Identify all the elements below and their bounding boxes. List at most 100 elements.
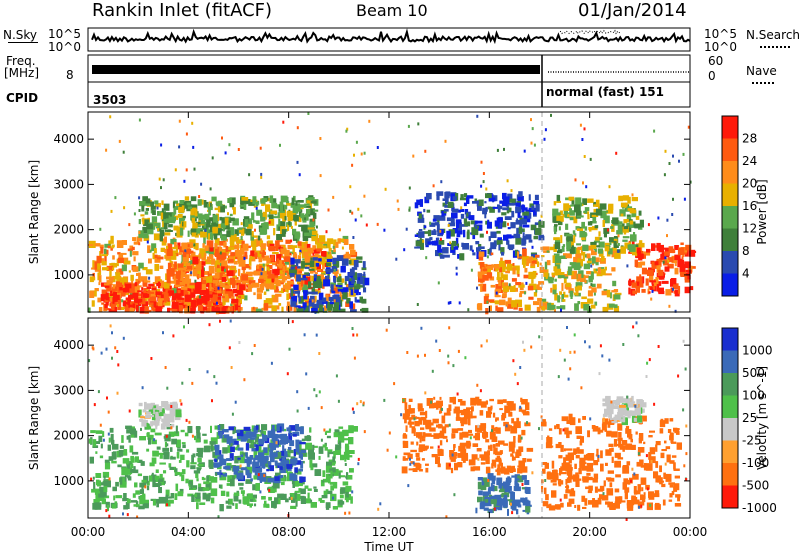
heatmap-speckle: [144, 485, 147, 489]
heatmap-cell: [239, 204, 246, 207]
heatmap-cell: [320, 500, 325, 503]
heatmap-cell: [169, 268, 175, 276]
heatmap-cell: [507, 244, 515, 249]
heatmap-speckle: [582, 181, 584, 185]
heatmap-cell: [130, 463, 134, 469]
heatmap-cell: [271, 429, 276, 435]
heatmap-cell: [112, 284, 117, 289]
heatmap-cell: [560, 472, 567, 475]
heatmap-speckle: [146, 240, 149, 244]
heatmap-cell: [279, 201, 284, 206]
heatmap-cell: [174, 471, 180, 476]
heatmap-cell: [159, 265, 164, 269]
heatmap-cell: [154, 432, 162, 436]
heatmap-cell: [313, 445, 318, 448]
heatmap-speckle: [188, 420, 191, 424]
heatmap-speckle: [319, 174, 322, 178]
heatmap-cell: [238, 295, 242, 299]
heatmap-cell: [288, 496, 292, 501]
heatmap-speckle: [228, 346, 231, 350]
heatmap-cell: [289, 261, 293, 270]
heatmap-cell: [669, 435, 673, 441]
heatmap-cell: [113, 454, 117, 459]
heatmap-cell: [609, 412, 612, 421]
heatmap-cell: [586, 476, 593, 481]
heatmap-cell: [624, 410, 631, 417]
heatmap-cell: [627, 196, 631, 204]
heatmap-cell: [575, 472, 579, 476]
heatmap-cell: [218, 246, 222, 254]
heatmap-cell: [215, 454, 218, 462]
heatmap-cell: [190, 196, 197, 202]
heatmap-cell: [154, 248, 157, 254]
heatmap-cell: [310, 502, 317, 508]
heatmap-cell: [536, 306, 541, 313]
heatmap-speckle: [494, 464, 497, 468]
heatmap-cell: [262, 431, 266, 438]
heatmap-cell: [156, 502, 159, 508]
heatmap-cell: [489, 398, 494, 402]
heatmap-cell: [212, 289, 218, 294]
heatmap-cell: [478, 490, 483, 496]
heatmap-cell: [170, 238, 177, 245]
heatmap-cell: [255, 483, 260, 491]
heatmap-cell: [579, 440, 583, 446]
heatmap-cell: [328, 247, 332, 252]
heatmap-cell: [586, 253, 591, 259]
heatmap-cell: [463, 202, 467, 207]
heatmap-cell: [222, 273, 229, 280]
heatmap-cell: [204, 252, 207, 257]
heatmap-cell: [290, 505, 297, 509]
heatmap-cell: [422, 418, 426, 425]
heatmap-speckle: [296, 409, 299, 413]
heatmap-speckle: [584, 340, 586, 344]
heatmap-cell: [174, 431, 180, 437]
heatmap-speckle: [635, 253, 638, 257]
heatmap-cell: [312, 212, 317, 219]
colorbar-tick-label: 1000: [742, 344, 773, 358]
x-tick-label: 16:00: [472, 525, 507, 539]
heatmap-cell: [276, 305, 280, 310]
heatmap-cell: [602, 398, 607, 402]
heatmap-cell: [213, 463, 219, 468]
heatmap-cell: [304, 266, 310, 269]
heatmap-cell: [612, 217, 619, 225]
heatmap-cell: [327, 271, 330, 278]
heatmap-cell: [522, 232, 525, 239]
heatmap-cell: [339, 299, 343, 307]
heatmap-speckle: [313, 388, 316, 392]
heatmap-cell: [586, 271, 592, 275]
heatmap-cell: [635, 431, 638, 435]
heatmap-cell: [433, 433, 440, 439]
heatmap-cell: [553, 201, 557, 206]
heatmap-cell: [297, 241, 302, 246]
heatmap-cell: [496, 230, 501, 234]
heatmap-speckle: [523, 149, 526, 153]
x-axis-title: Time UT: [363, 540, 414, 554]
heatmap-cell: [459, 432, 463, 440]
heatmap-cell: [630, 438, 633, 443]
heatmap-cell: [535, 203, 540, 212]
heatmap-cell: [226, 230, 231, 238]
heatmap-cell: [160, 247, 166, 252]
heatmap-cell: [258, 452, 265, 461]
heatmap-speckle: [602, 492, 605, 496]
heatmap-cell: [315, 264, 321, 270]
heatmap-cell: [611, 267, 616, 272]
heatmap-cell: [319, 235, 326, 243]
heatmap-speckle: [491, 429, 493, 433]
heatmap-speckle: [166, 503, 168, 507]
heatmap-cell: [512, 267, 516, 275]
y-tick-label: 2000: [53, 429, 84, 443]
heatmap-speckle: [283, 288, 286, 292]
heatmap-cell: [220, 204, 225, 213]
heatmap-cell: [436, 194, 440, 201]
heatmap-cell: [495, 305, 498, 311]
heatmap-cell: [322, 297, 327, 303]
heatmap-cell: [530, 224, 537, 231]
heatmap-cell: [673, 468, 680, 471]
heatmap-cell: [322, 470, 326, 477]
heatmap-cell: [478, 283, 483, 287]
heatmap-cell: [147, 434, 154, 440]
heatmap-cell: [334, 447, 342, 455]
